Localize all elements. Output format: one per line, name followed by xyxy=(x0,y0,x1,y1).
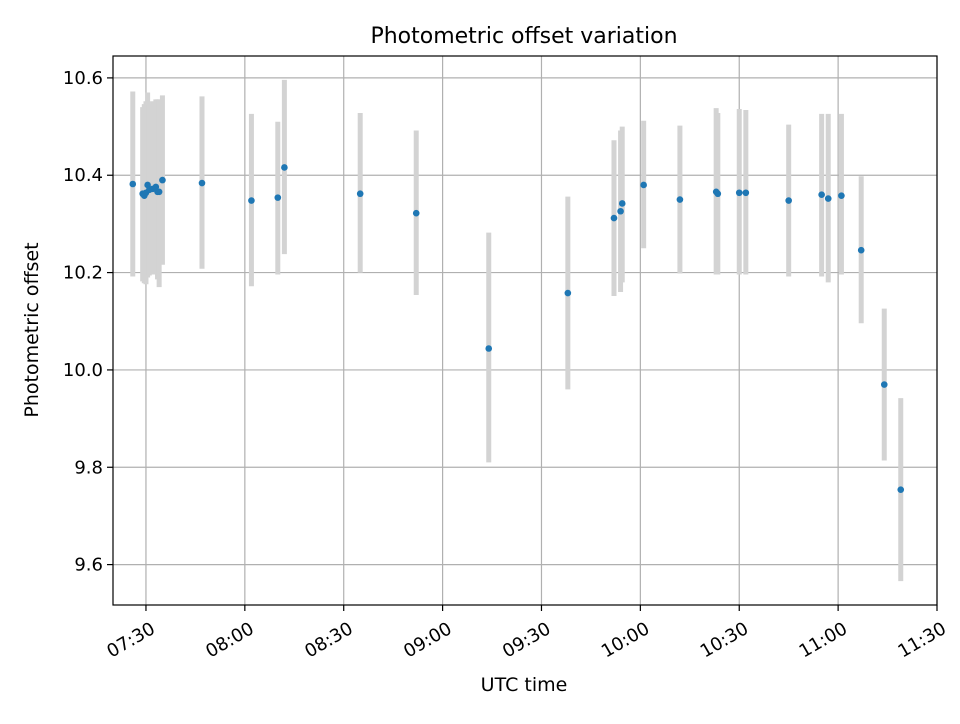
y-tick-label: 10.4 xyxy=(63,165,103,186)
y-tick-label: 9.6 xyxy=(74,555,103,576)
y-axis-label: Photometric offset xyxy=(21,242,43,417)
data-point xyxy=(640,181,647,189)
data-point xyxy=(485,345,493,352)
data-point xyxy=(564,289,572,297)
x-axis-label: UTC time xyxy=(481,674,568,696)
data-point xyxy=(785,197,792,204)
data-point xyxy=(198,179,206,187)
data-point xyxy=(818,191,825,199)
y-tick-label: 10.6 xyxy=(63,68,103,89)
data-point xyxy=(412,209,420,217)
data-point xyxy=(676,196,684,203)
data-point xyxy=(610,214,618,222)
data-point xyxy=(735,189,743,197)
data-point xyxy=(742,189,750,197)
data-point xyxy=(281,164,288,171)
y-tick-label: 10.0 xyxy=(63,360,103,381)
data-points xyxy=(129,164,905,493)
y-tick-label: 9.8 xyxy=(74,457,103,478)
data-point xyxy=(159,176,166,184)
data-point xyxy=(248,197,255,204)
data-point xyxy=(857,246,865,254)
chart-title: Photometric offset variation xyxy=(370,24,677,49)
data-point xyxy=(880,381,888,388)
data-point xyxy=(618,200,626,207)
data-point xyxy=(356,190,364,198)
data-point xyxy=(274,194,282,201)
data-point xyxy=(714,190,722,198)
data-point xyxy=(617,207,624,215)
data-point xyxy=(155,188,163,196)
data-point xyxy=(838,192,845,199)
data-point xyxy=(129,180,137,188)
data-point xyxy=(897,486,905,493)
axes-frame xyxy=(112,55,938,606)
y-tick-label: 10.2 xyxy=(63,263,103,284)
data-point xyxy=(824,195,832,202)
